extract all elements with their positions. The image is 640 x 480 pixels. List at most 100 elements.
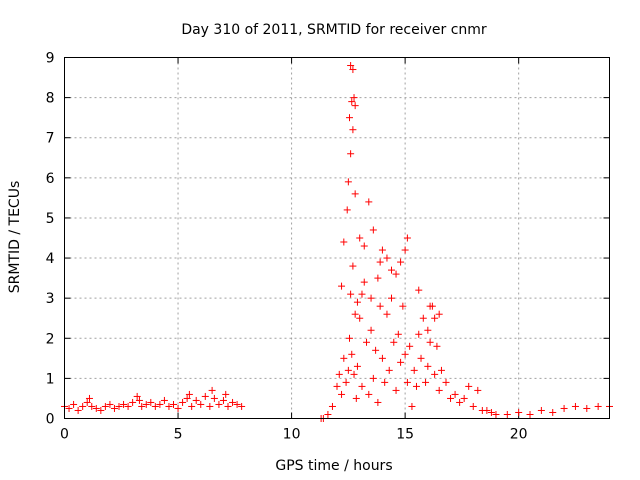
data-point <box>151 402 159 410</box>
data-point <box>378 246 386 254</box>
data-point <box>583 404 591 412</box>
data-point <box>460 394 468 402</box>
data-point <box>383 254 391 262</box>
data-point <box>426 338 434 346</box>
data-point <box>424 326 432 334</box>
data-point <box>374 274 382 282</box>
data-point <box>347 150 355 158</box>
data-point <box>372 346 380 354</box>
data-point <box>571 402 579 410</box>
data-point <box>340 238 348 246</box>
data-point <box>106 400 114 408</box>
data-point <box>70 400 78 408</box>
data-point <box>369 226 377 234</box>
data-point <box>348 98 356 106</box>
data-point <box>233 400 241 408</box>
y-tick-label: 9 <box>46 51 55 67</box>
data-point <box>367 294 375 302</box>
data-point <box>424 362 432 370</box>
y-tick-label: 3 <box>46 291 55 307</box>
data-point <box>333 382 341 390</box>
data-point <box>365 198 373 206</box>
data-point <box>465 382 473 390</box>
data-point <box>515 408 523 416</box>
data-point <box>401 350 409 358</box>
data-point <box>426 302 434 310</box>
data-point <box>431 370 439 378</box>
data-point <box>403 378 411 386</box>
data-point <box>385 366 393 374</box>
data-point <box>347 62 355 70</box>
data-point <box>351 102 359 110</box>
data-point <box>356 314 364 322</box>
data-point <box>456 398 464 406</box>
data-point <box>487 408 495 416</box>
data-point <box>549 408 557 416</box>
data-point <box>594 402 602 410</box>
y-tick-label: 8 <box>46 91 55 107</box>
data-point <box>174 404 182 412</box>
data-point <box>397 258 405 266</box>
data-point <box>378 354 386 362</box>
data-point <box>185 390 193 398</box>
y-tick-label: 0 <box>46 412 55 428</box>
data-point <box>183 394 191 402</box>
data-point <box>483 406 491 414</box>
data-point <box>344 178 352 186</box>
data-point <box>353 362 361 370</box>
data-point <box>349 126 357 134</box>
y-tick-label: 4 <box>46 251 55 267</box>
data-point <box>97 406 105 414</box>
data-point <box>390 338 398 346</box>
data-point <box>388 266 395 274</box>
data-point <box>142 400 150 408</box>
data-point <box>350 94 358 102</box>
data-point <box>415 286 423 294</box>
data-point <box>210 394 218 402</box>
data-point <box>410 366 418 374</box>
data-point <box>79 402 87 410</box>
data-point <box>412 382 420 390</box>
data-point <box>160 396 168 404</box>
data-point <box>526 410 534 418</box>
data-point <box>343 206 351 214</box>
data-point <box>403 234 411 242</box>
data-point <box>197 400 205 408</box>
data-point <box>229 398 237 406</box>
data-point <box>417 354 425 362</box>
data-point <box>360 278 368 286</box>
x-tick-label: 15 <box>396 427 414 443</box>
y-tick-label: 6 <box>46 171 55 187</box>
data-point <box>192 396 200 404</box>
grid <box>64 57 610 419</box>
data-point <box>350 370 358 378</box>
data-point <box>349 66 357 74</box>
data-point <box>360 242 368 250</box>
tick-labels: 0 5 10 15 20 0 1 2 3 4 5 6 7 8 9 <box>46 51 528 443</box>
data-point <box>442 378 450 386</box>
data-point <box>340 354 348 362</box>
data-point <box>435 310 443 318</box>
data-point <box>347 290 355 298</box>
data-point <box>101 402 109 410</box>
data-points <box>61 62 613 422</box>
data-point <box>92 404 100 412</box>
data-point <box>537 406 545 414</box>
data-point <box>369 374 377 382</box>
data-point <box>374 398 382 406</box>
data-point <box>351 310 359 318</box>
data-point <box>376 302 384 310</box>
data-point <box>338 390 346 398</box>
data-point <box>201 392 209 400</box>
data-point <box>110 404 118 412</box>
data-point <box>388 294 395 302</box>
data-point <box>208 386 216 394</box>
data-point <box>348 350 356 358</box>
y-tick-label: 5 <box>46 211 55 227</box>
data-point <box>401 246 409 254</box>
data-point <box>353 298 361 306</box>
data-point <box>408 402 416 410</box>
data-point <box>170 400 177 408</box>
data-point <box>115 402 123 410</box>
data-point <box>367 326 375 334</box>
